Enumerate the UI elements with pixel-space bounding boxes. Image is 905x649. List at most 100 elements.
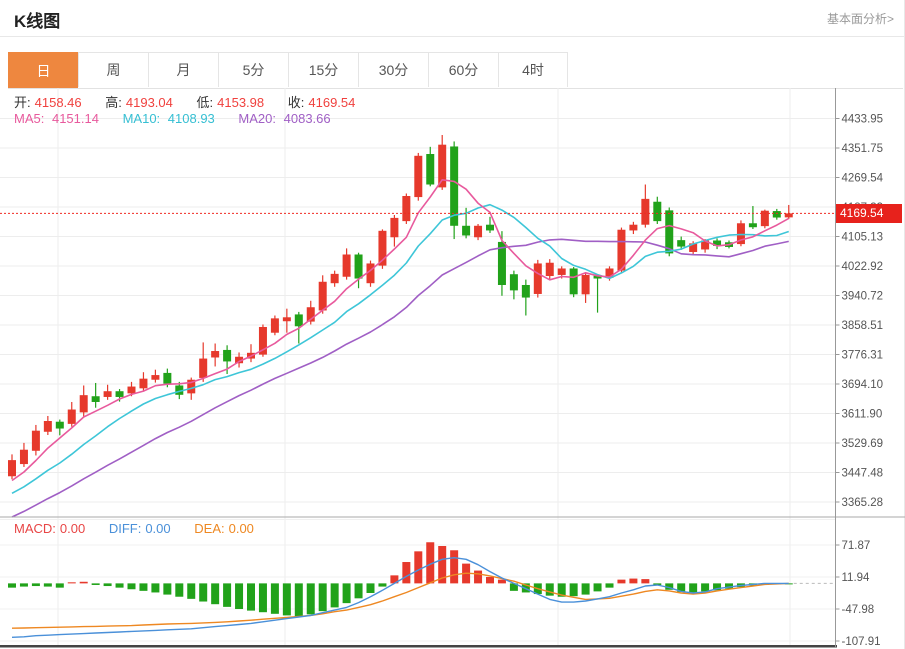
- macd-bar: [509, 583, 518, 591]
- ma5-value: 4151.14: [51, 111, 99, 126]
- ma20-value: 4083.66: [283, 111, 331, 126]
- macd-bar: [521, 583, 530, 593]
- macd-bar: [79, 581, 88, 584]
- macd-bar: [103, 583, 112, 587]
- macd-bar: [127, 583, 136, 590]
- macd-bar: [438, 545, 447, 584]
- candle: [736, 223, 745, 245]
- macd-bar: [223, 583, 232, 607]
- macd-bar: [282, 583, 291, 616]
- macd-bar: [163, 583, 172, 595]
- macd-bar: [545, 583, 554, 596]
- candle: [318, 281, 327, 311]
- y-axis-label: 3940.72: [842, 291, 884, 303]
- bottom-bar: [0, 645, 837, 648]
- high-label: 高:: [105, 95, 122, 110]
- macd-bar: [713, 583, 722, 591]
- candle: [19, 449, 28, 465]
- y-axis-label: 71.87: [842, 540, 871, 552]
- tab-item-6[interactable]: 60分: [428, 52, 498, 87]
- close-value: 4169.54: [308, 95, 356, 110]
- fundamental-analysis-link[interactable]: 基本面分析>: [826, 12, 894, 26]
- tab-item-2[interactable]: 月: [148, 52, 218, 87]
- y-axis-label: 4105.13: [842, 232, 884, 244]
- tab-item-5[interactable]: 30分: [358, 52, 428, 87]
- ma10-label: MA10:: [122, 111, 161, 126]
- candle: [486, 224, 494, 231]
- macd-bar: [139, 583, 148, 591]
- candle: [103, 391, 112, 397]
- y-axis-label: -107.91: [842, 636, 881, 648]
- candle: [665, 210, 674, 254]
- ma10-value: 4108.93: [167, 111, 215, 126]
- page-title: K线图: [14, 12, 61, 31]
- macd-bar: [605, 583, 614, 588]
- y-axis-label: 4022.92: [842, 261, 884, 273]
- macd-bar: [91, 583, 100, 585]
- candle: [294, 314, 303, 327]
- macd-bar: [450, 550, 459, 584]
- tab-item-0[interactable]: 日: [8, 52, 78, 88]
- candle: [593, 275, 602, 279]
- candle: [760, 210, 769, 227]
- y-axis-label: 3365.28: [842, 497, 884, 509]
- macd-bar: [617, 579, 626, 584]
- candle: [67, 409, 76, 424]
- y-axis-label: 4433.95: [842, 114, 884, 126]
- candle: [235, 356, 244, 364]
- candle: [450, 146, 459, 226]
- macd-bar: [497, 579, 506, 584]
- macd-bar: [294, 583, 303, 617]
- macd-bar: [486, 576, 494, 584]
- ma5-line: [11, 179, 790, 482]
- macd-bar: [390, 575, 399, 584]
- candle: [653, 201, 662, 222]
- y-axis-label: 3776.31: [842, 350, 884, 362]
- candle: [426, 154, 435, 185]
- candle: [115, 391, 124, 397]
- candle: [509, 274, 518, 291]
- dea-label: DEA:: [194, 521, 225, 536]
- candle: [462, 225, 471, 236]
- macd-bar: [55, 583, 64, 588]
- macd-bar: [270, 583, 279, 614]
- candle: [545, 262, 554, 277]
- macd-bar: [151, 583, 160, 593]
- candle: [438, 144, 447, 188]
- candle: [31, 430, 40, 451]
- macd-bar: [402, 562, 411, 584]
- candle: [629, 224, 638, 231]
- y-axis-label: 3447.48: [842, 468, 884, 480]
- macd-bar: [67, 582, 76, 584]
- candle: [414, 155, 423, 198]
- macd-bar: [199, 583, 208, 602]
- macd-bar: [330, 583, 339, 608]
- macd-bar: [581, 583, 590, 595]
- macd-bar: [593, 583, 602, 592]
- macd-bar: [306, 583, 315, 615]
- candle: [748, 223, 757, 228]
- candle: [605, 268, 614, 278]
- candle: [701, 240, 710, 250]
- macd-bar: [211, 583, 220, 605]
- ohlc-legend: 开: 4158.46 高: 4193.04 低: 4153.98 收: 4169.54: [14, 92, 375, 111]
- y-axis-label: 3529.69: [842, 438, 884, 450]
- candle: [772, 211, 781, 218]
- dea-value: 0.00: [228, 521, 254, 536]
- y-axis-label: 3694.10: [842, 379, 884, 391]
- tab-item-1[interactable]: 周: [78, 52, 148, 87]
- macd-legend: MACD: 0.00 DIFF: 0.00 DEA: 0.00: [14, 521, 274, 536]
- open-label: 开:: [14, 95, 31, 110]
- tab-item-4[interactable]: 15分: [288, 52, 358, 87]
- tab-item-7[interactable]: 4时: [498, 52, 568, 87]
- timeframe-tabs: 日周月 5分 15分 30分 60分 4时: [8, 52, 903, 89]
- ma10-line: [11, 203, 790, 495]
- title-divider: [0, 36, 905, 37]
- candle: [390, 217, 399, 238]
- candle: [306, 307, 315, 322]
- low-label: 低:: [196, 95, 214, 110]
- tab-item-3[interactable]: 5分: [218, 52, 288, 87]
- candle: [689, 243, 698, 252]
- candle: [342, 254, 351, 277]
- diff-value: 0.00: [145, 521, 171, 536]
